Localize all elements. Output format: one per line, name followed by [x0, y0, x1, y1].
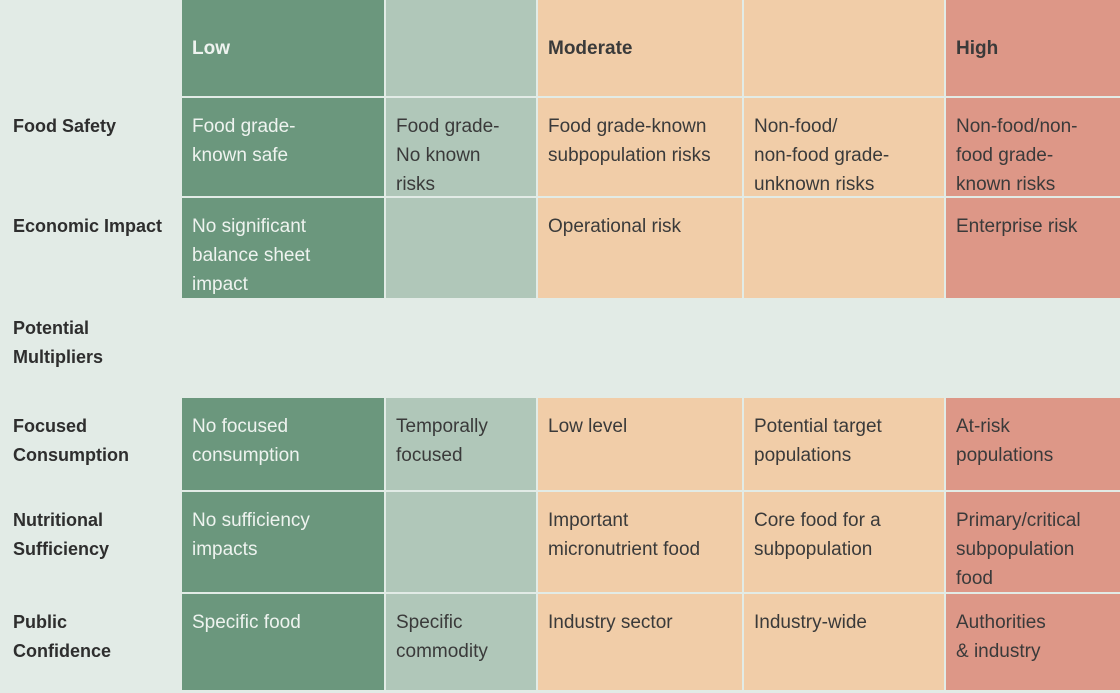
table-cell: Important micronutrient food: [538, 492, 742, 592]
table-cell: Food grade- No known risks: [386, 98, 536, 196]
table-cell: Food grade- known safe: [182, 98, 384, 196]
table-cell: Low level: [538, 398, 742, 490]
column-header: Moderate: [538, 0, 742, 96]
table-cell: At-risk populations: [946, 398, 1120, 490]
table-cell: No significant balance sheet impact: [182, 198, 384, 298]
row-label: Nutritional Sufficiency: [13, 510, 110, 559]
table-cell: Non-food/non- food grade- known risks: [946, 98, 1120, 196]
table-cell: Core food for a subpopulation: [744, 492, 944, 592]
table-cell: Temporally focused: [386, 398, 536, 490]
table-cell: Potential target populations: [744, 398, 944, 490]
table-cell: Industry-wide: [744, 594, 944, 690]
table-cell: No sufficiency impacts: [182, 492, 384, 592]
column-header: Low: [182, 0, 384, 96]
column-header: High: [946, 0, 1120, 96]
table-cell: [386, 492, 536, 592]
table-cell: Primary/critical subpopulation food: [946, 492, 1120, 592]
column-header: [744, 0, 944, 96]
section-label: Potential Multipliers: [13, 318, 104, 367]
table-cell: [386, 198, 536, 298]
table-cell: Enterprise risk: [946, 198, 1120, 298]
row-label: Economic Impact: [13, 216, 163, 236]
table-cell: No focused consumption: [182, 398, 384, 490]
table-cell: Non-food/ non-food grade- unknown risks: [744, 98, 944, 196]
column-header: [386, 0, 536, 96]
table-cell: Specific food: [182, 594, 384, 690]
table-cell: Specific commodity: [386, 594, 536, 690]
table-cell: Industry sector: [538, 594, 742, 690]
table-cell: Authorities & industry: [946, 594, 1120, 690]
table-cell: Food grade-known subpopulation risks: [538, 98, 742, 196]
row-label: Food Safety: [13, 116, 117, 136]
corner: [0, 0, 180, 96]
row-label: Focused Consumption: [13, 416, 129, 465]
table-cell: [744, 198, 944, 298]
table-cell: Operational risk: [538, 198, 742, 298]
row-label: Public Confidence: [13, 612, 112, 661]
